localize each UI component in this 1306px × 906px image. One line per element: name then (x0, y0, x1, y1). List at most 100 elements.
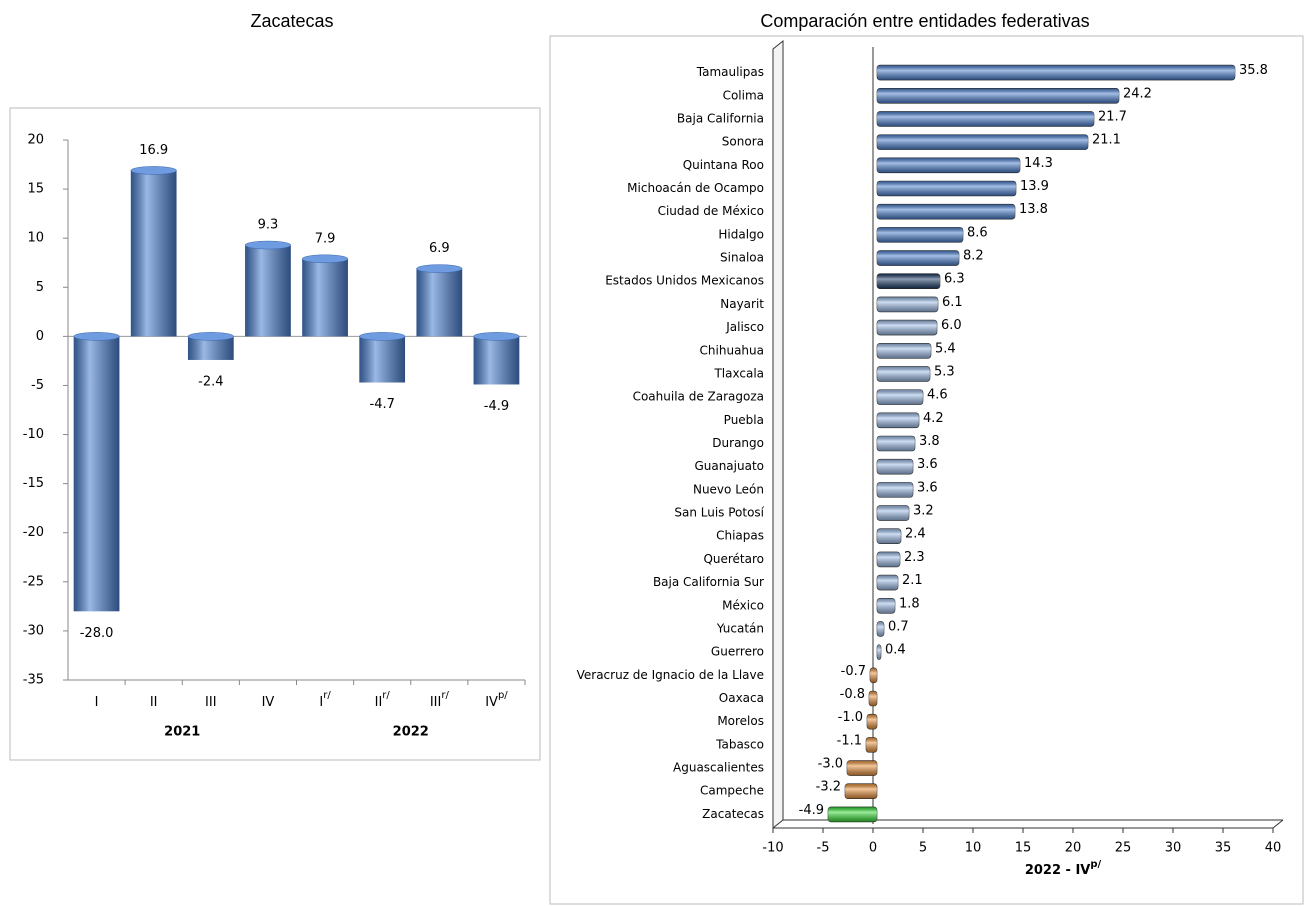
bar-shade (870, 667, 877, 683)
bar-shade (877, 366, 930, 382)
category: IV (485, 695, 498, 710)
value-label: 0.7 (888, 619, 909, 634)
bar-cap (73, 332, 120, 341)
value-label: 13.9 (1020, 179, 1049, 194)
bar-shade (877, 528, 901, 544)
category-label: Veracruz de Ignacio de la Llave (577, 668, 764, 682)
x-tick-label: I (95, 695, 99, 710)
x-tick-label: -10 (762, 841, 783, 856)
value-label: 16.9 (139, 143, 168, 158)
x-tick-label: III (205, 695, 217, 710)
bar-shade (877, 134, 1088, 150)
bar-shade (877, 598, 895, 614)
bar-shade (877, 204, 1015, 220)
x-tick-label: 0 (869, 841, 877, 856)
y-tick-label: -35 (23, 673, 44, 688)
x-tick-label: 10 (965, 841, 982, 856)
value-label: 3.6 (917, 457, 938, 472)
value-label: -4.7 (370, 397, 395, 412)
category-label: Nuevo León (693, 482, 764, 496)
x-tick-label: 15 (1015, 841, 1032, 856)
bar-shade (845, 783, 877, 799)
category-label: Colima (723, 88, 764, 102)
bar-shade (877, 621, 884, 637)
x-tick-label: 5 (919, 841, 927, 856)
category-superscript: r/ (382, 690, 390, 701)
bar-shade (847, 760, 877, 776)
category-label: Puebla (724, 413, 764, 427)
category-superscript: r/ (441, 690, 449, 701)
value-label: 13.8 (1019, 202, 1048, 217)
bar-shade (877, 227, 963, 243)
value-label: 8.2 (963, 249, 984, 264)
value-label: 3.8 (919, 434, 940, 449)
category-label: México (722, 598, 764, 612)
category: II (150, 695, 158, 710)
category-label: Morelos (717, 714, 764, 728)
category-superscript: r/ (323, 690, 331, 701)
value-label: -28.0 (80, 626, 114, 641)
bar-cap (130, 166, 177, 175)
bar-shade (877, 436, 915, 451)
x-tick-label: II (150, 695, 158, 710)
category-label: Chihuahua (700, 343, 764, 357)
y-tick-label: 15 (27, 182, 44, 197)
category-label: Durango (712, 436, 764, 450)
x-tick-label: 25 (1115, 841, 1132, 856)
bar-shade (877, 575, 898, 591)
value-label: 21.7 (1098, 109, 1127, 124)
category-label: Ciudad de México (658, 204, 764, 218)
category: II (375, 695, 383, 710)
x-tick-label: 40 (1265, 841, 1282, 856)
bar-shade (877, 505, 909, 521)
x-tick-label: IIIr/ (430, 690, 450, 710)
category: III (205, 695, 217, 710)
category-label: Oaxaca (719, 691, 764, 705)
x-tick-label: Ir/ (319, 690, 331, 710)
bar-shade (877, 412, 919, 428)
y-tick-label: -20 (23, 525, 44, 540)
category-label: Nayarit (720, 297, 764, 311)
bar-shade (877, 320, 937, 336)
bar-shade (416, 268, 463, 337)
value-label: -4.9 (484, 399, 509, 414)
bar-cap (473, 332, 520, 341)
x-tick-label: IV (262, 695, 275, 710)
value-label: 2.3 (904, 550, 925, 565)
bar-shade (302, 258, 348, 337)
bar-shade (877, 273, 940, 289)
value-label: -3.2 (816, 780, 841, 795)
bar-cap (359, 332, 406, 341)
bar-shade (869, 691, 877, 706)
bar-shade (359, 336, 406, 383)
category-label: Campeche (700, 784, 764, 798)
value-label: 35.8 (1239, 63, 1268, 78)
value-label: -0.8 (840, 687, 865, 702)
y-tick-label: -5 (31, 378, 44, 393)
bar-shade (877, 482, 913, 498)
category: I (319, 695, 323, 710)
category: I (95, 695, 99, 710)
value-label: -1.0 (838, 710, 863, 725)
chart-title: Comparación entre entidades federativas (760, 11, 1089, 31)
group-label: 2021 (164, 725, 200, 740)
bar-shade (867, 714, 877, 730)
bar-shade (73, 336, 120, 612)
back-wall (772, 39, 784, 829)
category-superscript: p/ (498, 690, 508, 701)
value-label: 9.3 (258, 218, 279, 233)
bar-cap (187, 332, 234, 341)
bar-shade (877, 88, 1119, 104)
value-label: 6.1 (942, 295, 963, 310)
bar-shade (245, 245, 291, 337)
floor-right (1272, 819, 1284, 829)
bar-shade (866, 737, 877, 753)
bar-shade (877, 111, 1094, 127)
value-label: -0.7 (841, 664, 866, 679)
y-tick-label: -25 (23, 574, 44, 589)
bar-shade (877, 250, 959, 266)
bar-shade (877, 296, 938, 312)
chart-title: Zacatecas (250, 11, 333, 31)
category-label: Chiapas (716, 529, 764, 543)
